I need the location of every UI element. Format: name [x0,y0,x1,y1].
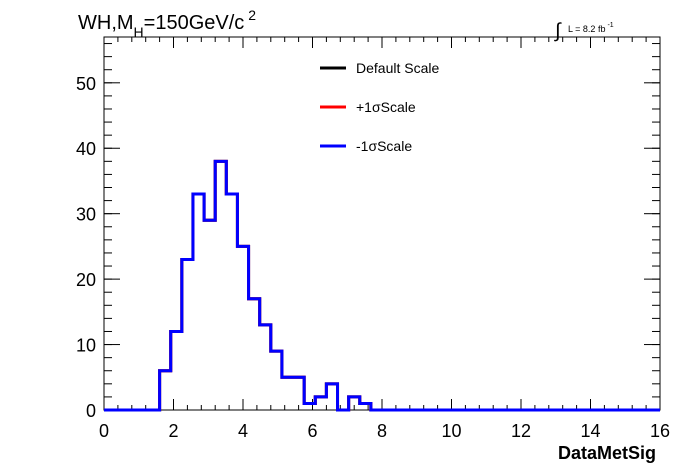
plot-frame [103,36,661,411]
series-line-2 [104,159,660,412]
x-tick-label: 6 [307,421,317,441]
legend-label: Default Scale [356,60,439,76]
y-tick-label: 50 [76,74,96,94]
title-subscript: H [134,24,144,40]
y-tick-label: 20 [76,270,96,290]
x-tick-label: 12 [511,421,531,441]
y-tick-label: 40 [76,139,96,159]
y-tick-label: 30 [76,205,96,225]
legend-label: +1σScale [356,99,416,115]
x-tick-label: 0 [99,421,109,441]
series-layer [104,159,660,412]
legend-label: -1σScale [356,138,412,154]
x-axis-label: DataMetSig [558,443,656,463]
x-tick-label: 2 [168,421,178,441]
x-tick-label: 4 [238,421,248,441]
title-rest: =150GeV/c [144,12,245,34]
x-tick-label: 14 [580,421,600,441]
x-tick-label: 10 [441,421,461,441]
chart-title: WH,MH=150GeV/c 2 [78,7,256,40]
series-line-3 [104,159,660,412]
x-axis: 0 2 4 6 8 10 12 14 16 [99,37,670,441]
x-tick-label: 16 [650,421,670,441]
series-line-1 [104,159,660,412]
x-tick-label: 8 [377,421,387,441]
legend: Default Scale +1σScale -1σScale [320,60,439,154]
lumi-text: L = 8.2 fb [568,24,605,34]
y-tick-label: 10 [76,336,96,356]
y-axis: 0 10 20 30 40 50 [76,43,660,421]
title-main: WH,M [78,12,134,34]
y-tick-label: 0 [86,401,96,421]
title-superscript: 2 [248,7,256,23]
integral-sign: ∫ [554,20,562,42]
lumi-superscript: -1 [607,22,613,29]
lumi-label: L = 8.2 fb -1 [568,22,614,34]
